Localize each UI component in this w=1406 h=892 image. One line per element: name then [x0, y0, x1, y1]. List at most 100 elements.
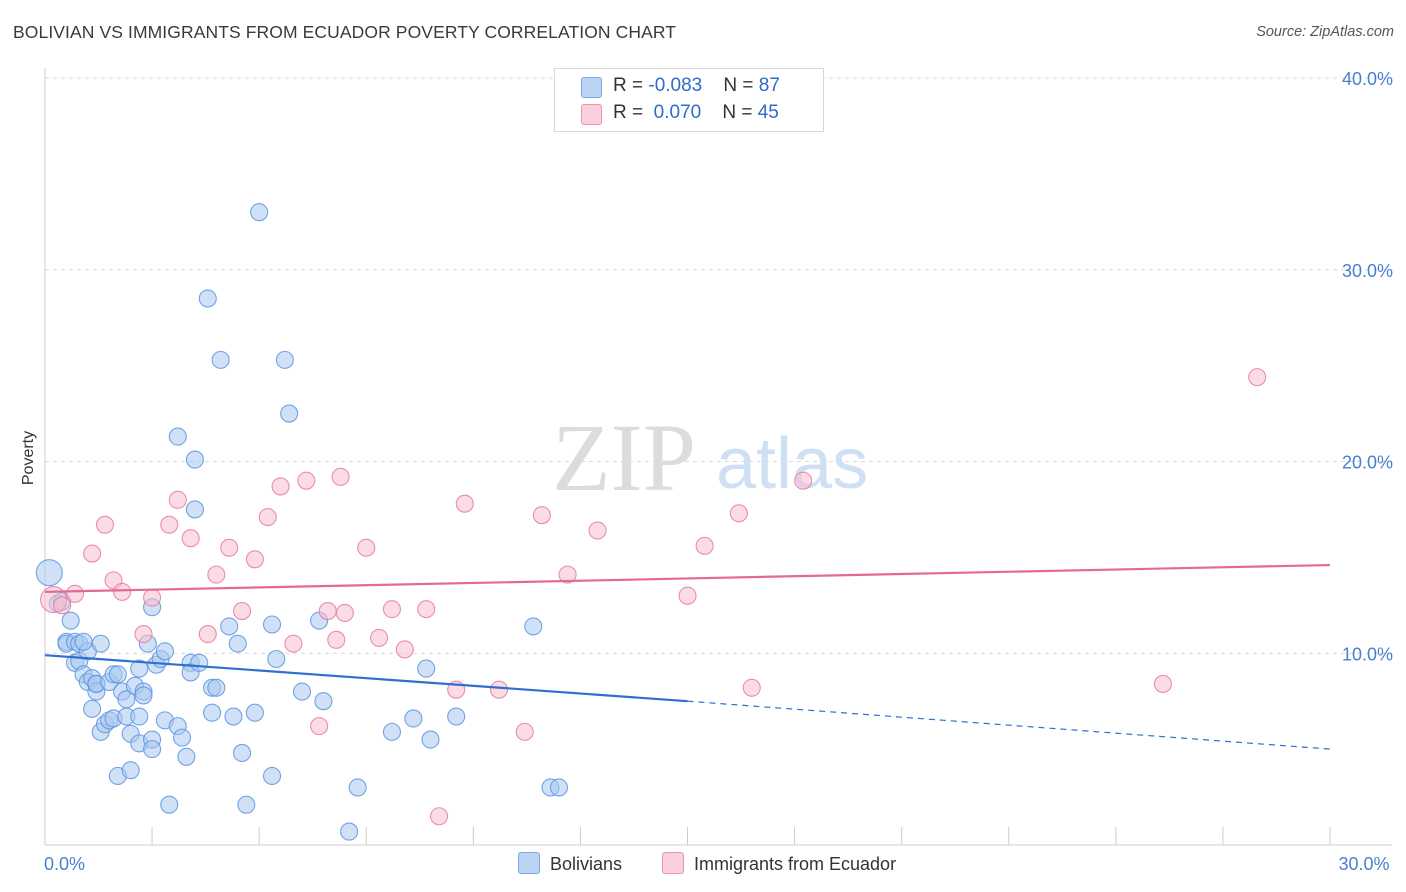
legend-r-value: 0.070	[648, 102, 702, 123]
point-ecuador	[83, 544, 102, 563]
point-ecuador	[95, 515, 115, 534]
point-ecuador	[678, 586, 697, 605]
point-ecuador	[1153, 674, 1172, 693]
point-ecuador	[532, 506, 551, 525]
point-bolivians	[417, 659, 436, 678]
point-bolivians	[61, 611, 80, 630]
legend-item-ecuador: Immigrants from Ecuador	[662, 852, 896, 875]
point-bolivians	[173, 728, 192, 747]
point-ecuador	[53, 596, 72, 615]
legend-item-bolivians: Bolivians	[518, 852, 622, 875]
legend-r-label: R =	[613, 102, 649, 123]
point-ecuador	[318, 602, 337, 621]
point-ecuador	[370, 628, 389, 647]
point-ecuador	[271, 477, 290, 496]
point-bolivians	[185, 450, 204, 469]
point-bolivians	[203, 703, 222, 722]
legend-swatch-ecuador	[581, 104, 602, 125]
point-ecuador	[113, 582, 132, 601]
point-ecuador	[729, 504, 748, 523]
point-bolivians	[250, 203, 269, 222]
y-tick-label: 10.0%	[1342, 644, 1393, 664]
point-ecuador	[327, 630, 346, 649]
point-ecuador	[558, 565, 577, 584]
point-ecuador	[742, 678, 761, 697]
point-bolivians	[280, 404, 299, 423]
source-label: Source: ZipAtlas.com	[1256, 24, 1394, 40]
point-bolivians	[143, 740, 162, 759]
trend-lines	[44, 563, 1331, 750]
point-bolivians	[220, 617, 239, 636]
point-ecuador	[232, 602, 252, 621]
point-bolivians	[237, 795, 256, 814]
correlation-legend: R = -0.083 N = 87 R = 0.070 N = 45	[554, 68, 824, 132]
point-ecuador	[588, 521, 607, 540]
point-ecuador	[297, 471, 316, 490]
axes	[44, 68, 1392, 846]
point-bolivians	[190, 653, 209, 672]
legend-r-value: -0.083	[648, 75, 703, 96]
point-ecuador	[417, 600, 436, 619]
series-ecuador	[40, 368, 1267, 826]
point-ecuador	[143, 588, 162, 607]
point-bolivians	[121, 761, 140, 780]
point-bolivians	[524, 617, 543, 636]
point-ecuador	[160, 515, 179, 534]
point-bolivians	[404, 709, 423, 728]
point-bolivians	[232, 743, 252, 763]
legend-n-value: 45	[757, 102, 779, 123]
point-bolivians	[177, 747, 196, 766]
point-bolivians	[275, 350, 294, 369]
trend-line-bolivians	[44, 654, 688, 703]
point-ecuador	[335, 603, 354, 623]
point-ecuador	[695, 536, 714, 555]
point-ecuador	[181, 529, 200, 548]
point-bolivians	[314, 692, 333, 711]
point-ecuador	[134, 625, 153, 644]
point-bolivians	[185, 500, 204, 519]
point-bolivians	[421, 730, 440, 749]
point-bolivians	[348, 778, 367, 797]
point-ecuador	[430, 807, 449, 826]
point-ecuador	[168, 490, 187, 509]
point-ecuador	[1248, 368, 1267, 387]
tick-labels: 10.0% 20.0% 30.0% 40.0% 0.0% 30.0%	[44, 69, 1393, 874]
legend-swatch-ecuador	[662, 852, 684, 874]
point-ecuador	[489, 680, 509, 699]
point-bolivians	[108, 665, 127, 684]
point-bolivians	[262, 766, 282, 786]
point-bolivians	[211, 350, 230, 369]
point-ecuador	[65, 584, 85, 603]
point-bolivians	[207, 678, 226, 697]
watermark: ZIP atlas	[552, 404, 868, 511]
point-ecuador	[245, 550, 264, 569]
point-ecuador	[395, 640, 414, 659]
point-ecuador	[207, 565, 226, 584]
point-bolivians	[130, 707, 149, 726]
legend-r-label: R =	[613, 75, 649, 96]
point-ecuador	[382, 600, 402, 619]
x-tick-label: 30.0%	[1338, 854, 1389, 874]
legend-swatch-bolivians	[581, 77, 602, 98]
point-ecuador	[357, 538, 376, 557]
point-bolivians	[155, 642, 174, 661]
point-ecuador	[284, 634, 303, 653]
trend-line-ecuador	[44, 563, 1331, 593]
point-bolivians	[134, 686, 153, 705]
point-bolivians	[168, 427, 187, 446]
legend-swatch-bolivians	[518, 852, 540, 874]
point-bolivians	[262, 615, 282, 634]
y-tick-label: 20.0%	[1342, 453, 1393, 473]
point-ecuador	[310, 717, 329, 736]
y-axis-label: Poverty	[20, 431, 37, 485]
legend-n-value: 87	[758, 75, 780, 96]
point-bolivians	[91, 634, 110, 653]
y-tick-label: 30.0%	[1342, 261, 1393, 281]
watermark-atlas: atlas	[716, 424, 868, 504]
point-ecuador	[220, 538, 239, 557]
point-bolivians	[117, 690, 136, 709]
point-ecuador	[455, 494, 474, 513]
point-bolivians	[340, 822, 359, 841]
point-ecuador	[331, 467, 350, 486]
